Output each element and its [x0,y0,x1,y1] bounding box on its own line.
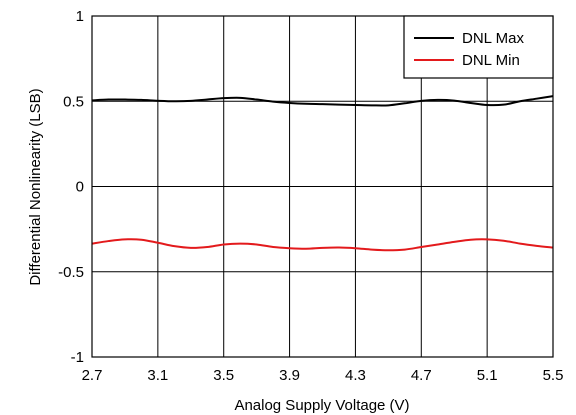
x-tick-label: 4.7 [411,367,432,384]
x-axis-tick-labels: 2.7 3.1 3.5 3.9 4.3 4.7 5.1 5.5 [82,367,564,384]
x-tick-label: 5.1 [477,367,498,384]
legend: DNL Max DNL Min [403,15,554,79]
x-tick-label: 2.7 [82,367,103,384]
x-tick-label: 5.5 [543,367,564,384]
x-tick-label: 3.5 [213,367,234,384]
legend-label-dnl-max: DNL Max [462,30,524,47]
x-axis-title: Analog Supply Voltage (V) [234,397,409,414]
y-axis-title: Differential Nonlinearity (LSB) [27,88,44,285]
legend-label-dnl-min: DNL Min [462,52,520,69]
y-tick-label: 0 [76,179,84,196]
x-tick-label: 3.9 [279,367,300,384]
y-tick-label: -1 [71,349,84,366]
series-line-dnl-min [91,238,554,252]
y-tick-label: -0.5 [58,264,84,281]
series-line-dnl-max [91,95,554,107]
x-tick-label: 4.3 [345,367,366,384]
legend-box [403,15,554,79]
x-tick-label: 3.1 [147,367,168,384]
y-axis-tick-labels: 1 0.5 0 -0.5 -1 [58,8,84,366]
series-lines [91,95,554,252]
y-tick-label: 0.5 [63,93,84,110]
plot-area-frame [91,15,554,358]
y-tick-label: 1 [76,8,84,25]
